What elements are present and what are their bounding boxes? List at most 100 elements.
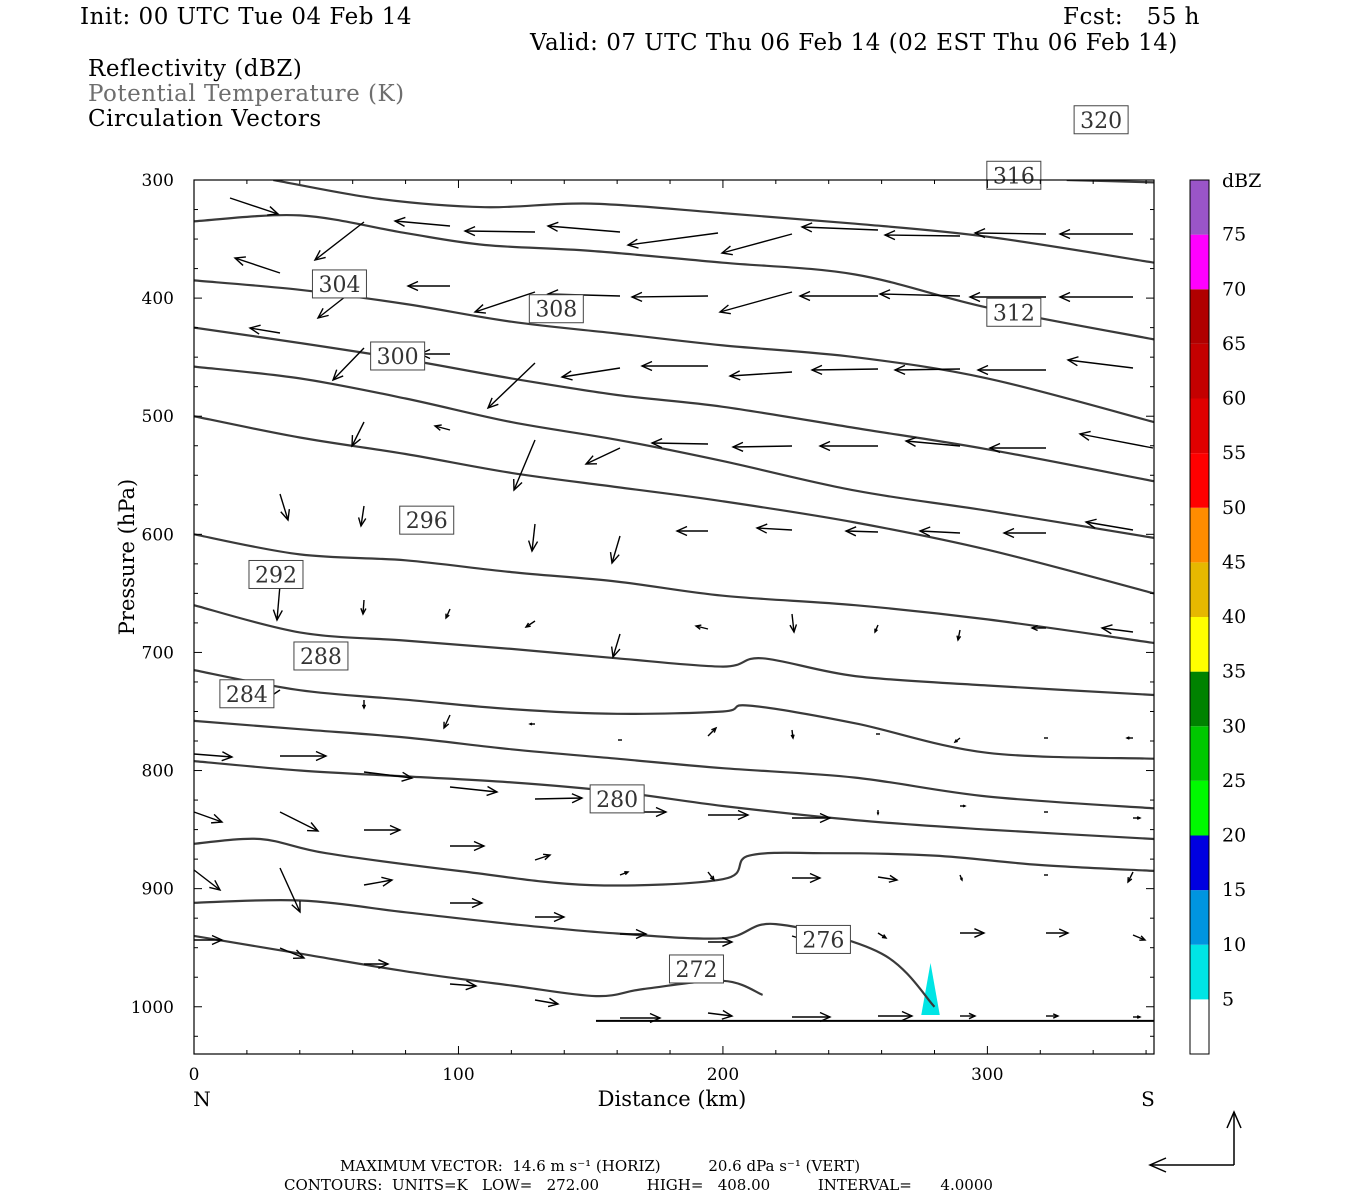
colorbar-label: 55 xyxy=(1222,442,1246,464)
colorbar-label: 50 xyxy=(1222,497,1246,519)
vector-arrow xyxy=(331,347,365,382)
colorbar-label: 15 xyxy=(1222,879,1246,901)
vector-arrow xyxy=(973,227,1047,239)
vector-arrow xyxy=(463,226,536,237)
vector-arrow xyxy=(1046,1013,1060,1019)
vector-arrow xyxy=(450,897,484,909)
reference-vector xyxy=(1148,1110,1242,1173)
vector-arrow xyxy=(528,722,535,726)
vector-arrow xyxy=(535,911,566,923)
contour-label-box xyxy=(311,269,367,299)
vector-arrow xyxy=(534,853,552,861)
vector-arrow xyxy=(976,364,1046,376)
colorbar-label: 10 xyxy=(1222,934,1246,956)
colorbar-swatch xyxy=(1190,671,1209,727)
vector-arrow xyxy=(959,874,963,882)
contour-label-292: 292 xyxy=(248,559,304,589)
contour-label-box xyxy=(795,924,851,954)
contour-label-box xyxy=(528,294,584,324)
contour-label-288: 288 xyxy=(293,641,349,671)
vector-arrow xyxy=(351,421,365,448)
vector-arrow xyxy=(800,222,879,233)
vector-arrow xyxy=(818,440,878,452)
contour-label-text: 312 xyxy=(993,301,1035,326)
colorbar-label: 5 xyxy=(1222,988,1234,1010)
contour-label-box xyxy=(293,641,349,671)
vector-arrow xyxy=(1058,291,1133,303)
vector-arrow xyxy=(534,997,560,1008)
vector-arrow xyxy=(193,869,222,892)
vector-arrow xyxy=(789,613,798,634)
vector-arrow xyxy=(610,633,621,659)
vector-arrow xyxy=(534,793,584,804)
contour-label-box xyxy=(248,559,304,589)
contour-288 xyxy=(194,719,1154,810)
contour-312 xyxy=(194,326,1154,483)
colorbar-label: 20 xyxy=(1222,825,1246,847)
contour-label-296: 296 xyxy=(399,505,455,535)
vector-arrow xyxy=(620,928,648,940)
legend-potential-temperature: Potential Temperature (K) xyxy=(88,81,405,107)
contour-308 xyxy=(194,365,1154,539)
vector-arrow xyxy=(640,360,708,372)
vector-arrow xyxy=(248,324,281,335)
y-axis-title: Pressure (hPa) xyxy=(115,479,139,635)
vector-arrow xyxy=(918,526,961,537)
vector-arrow xyxy=(279,947,306,960)
x-tick-label: 0 xyxy=(189,1065,200,1085)
contour-label-box xyxy=(986,297,1042,327)
x-tick-label: 100 xyxy=(442,1065,474,1085)
vector-arrow xyxy=(364,824,402,836)
vector-arrow xyxy=(694,624,709,630)
axes: 300 400 500 600 700 800 900 1000 0 100 200 300 N S Dis… xyxy=(115,171,1155,1111)
vector-arrow xyxy=(877,932,888,939)
vector-arrow xyxy=(988,442,1046,454)
contour-label-280: 280 xyxy=(589,784,645,814)
vector-arrow xyxy=(1066,356,1134,369)
vector-arrow xyxy=(433,424,451,431)
potential-temperature-contours xyxy=(194,180,1154,1022)
vector-arrow xyxy=(584,447,621,465)
vector-arrow xyxy=(406,280,450,292)
x-axis-title: Distance (km) xyxy=(598,1087,747,1111)
colorbar-label: 35 xyxy=(1222,661,1246,683)
vector-arrow xyxy=(878,1010,914,1022)
vector-arrow xyxy=(620,1012,662,1024)
vector-arrow xyxy=(707,871,716,882)
contour-label-text: 296 xyxy=(406,509,448,534)
vector-arrow xyxy=(1132,934,1147,941)
colorbar-label: 70 xyxy=(1222,278,1246,300)
vector-arrow xyxy=(960,928,986,938)
contour-324 xyxy=(273,180,1154,264)
vector-arrow xyxy=(193,811,224,824)
colorbar: 5 10 15 20 25 30 35 40 45 50 55 60 65 70 75 dBZ xyxy=(1189,170,1261,1055)
contour-284 xyxy=(194,760,1154,841)
vector-arrow xyxy=(1058,228,1133,240)
vector-arrow xyxy=(363,771,414,782)
vector-arrow xyxy=(904,436,961,448)
colorbar-swatch xyxy=(1190,835,1209,891)
vector-arrow xyxy=(609,535,621,565)
max-vector-note: MAXIMUM VECTOR: 14.6 m s⁻¹ (HORIZ) 20.6 … xyxy=(340,1157,861,1175)
y-tick-label: 800 xyxy=(142,762,174,782)
vector-arrow xyxy=(364,959,390,969)
contour-labels: 272 276 280 284 288 292 296 300 304 308 312 316 320 xyxy=(219,105,1129,984)
contour-label-320: 320 xyxy=(1073,105,1129,135)
colorbar-label: 25 xyxy=(1222,770,1246,792)
contours-note: CONTOURS: UNITS=K LOW= 272.00 HIGH= 408.… xyxy=(284,1176,993,1194)
contour-label-box xyxy=(1073,105,1129,135)
colorbar-label: 30 xyxy=(1222,715,1246,737)
vector-arrow xyxy=(1125,736,1133,740)
contour-label-text: 316 xyxy=(993,164,1035,189)
vector-arrow xyxy=(792,872,822,884)
init-time: Init: 00 UTC Tue 04 Feb 14 xyxy=(80,4,413,30)
contour-label-276: 276 xyxy=(795,924,851,954)
contour-label-text: 276 xyxy=(802,928,844,953)
contour-label-text: 320 xyxy=(1080,109,1122,134)
vector-arrow xyxy=(1133,816,1142,820)
contour-296 xyxy=(194,604,1154,697)
vector-arrow xyxy=(229,197,280,216)
vector-arrow xyxy=(449,785,499,797)
contour-label-284: 284 xyxy=(219,679,275,709)
